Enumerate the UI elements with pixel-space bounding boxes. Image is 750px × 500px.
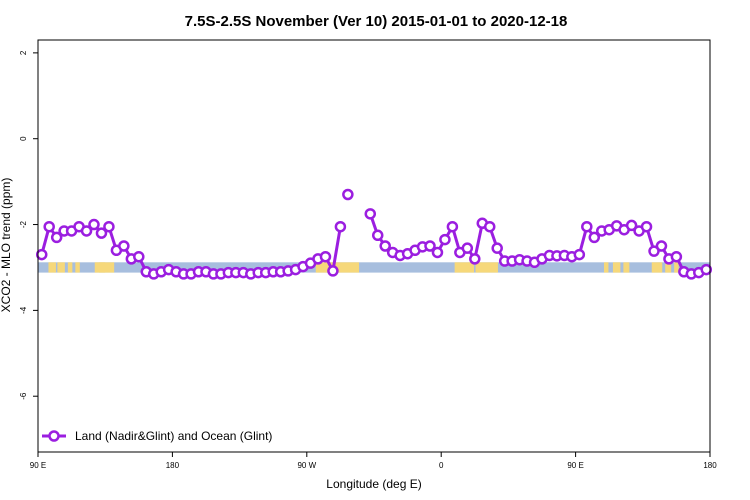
land-band-segment xyxy=(674,262,679,273)
surface-band xyxy=(38,262,710,273)
data-point xyxy=(625,219,638,232)
y-axis-label: XCO2 - MLO trend (ppm) xyxy=(0,178,13,313)
data-point xyxy=(43,220,55,233)
data-point xyxy=(469,253,481,265)
land-band-segment xyxy=(48,262,56,273)
plot-frame xyxy=(37,39,711,453)
legend: Land (Nadir&Glint) and Ocean (Glint) xyxy=(42,429,272,443)
legend-label: Land (Nadir&Glint) and Ocean (Glint) xyxy=(75,429,272,443)
land-band-segment xyxy=(454,262,475,273)
data-point xyxy=(700,263,713,276)
data-point xyxy=(640,220,653,233)
land-band-segment xyxy=(665,262,672,273)
data-point xyxy=(364,208,377,220)
land-band-segment xyxy=(67,262,73,273)
land-band-segment xyxy=(75,262,80,273)
chart-title: 7.5S-2.5S November (Ver 10) 2015-01-01 t… xyxy=(185,13,568,30)
data-point xyxy=(342,188,354,201)
data-point xyxy=(88,218,100,231)
land-band-segment xyxy=(57,262,65,273)
data-point xyxy=(327,265,339,277)
x-axis-label: Longitude (deg E) xyxy=(326,477,421,491)
data-point xyxy=(439,233,451,246)
data-point xyxy=(103,220,115,233)
data-point xyxy=(118,240,130,252)
data-point xyxy=(379,240,391,252)
data-point xyxy=(50,231,63,244)
y-tick-label: -4 xyxy=(19,306,28,314)
data-point xyxy=(446,220,459,233)
data-point xyxy=(573,248,586,261)
y-tick-label: -6 xyxy=(19,392,28,400)
land-band-segment xyxy=(651,262,663,273)
data-point xyxy=(133,250,145,263)
axis-ticks: 90 E 180 90 W 0 90 E 180 2 0 -2 -4 -6 xyxy=(19,50,717,470)
x-tick-label: 90 E xyxy=(30,461,46,470)
data-point xyxy=(648,245,660,257)
land-band-segment xyxy=(612,262,621,273)
data-point xyxy=(431,246,444,259)
data-point xyxy=(581,220,593,233)
data-point xyxy=(319,250,332,263)
y-tick-label: 0 xyxy=(19,136,28,141)
x-tick-label: 90 W xyxy=(297,461,316,470)
data-point xyxy=(461,242,474,254)
data-point xyxy=(371,229,384,242)
y-tick-label: -2 xyxy=(19,220,28,228)
data-point xyxy=(95,227,108,239)
data-point xyxy=(588,231,601,244)
x-tick-label: 90 E xyxy=(567,461,583,470)
data-point xyxy=(483,220,496,233)
series-line xyxy=(35,188,713,280)
data-point xyxy=(80,225,93,237)
x-tick-label: 180 xyxy=(166,461,180,470)
land-band-segment xyxy=(475,262,498,273)
data-point xyxy=(491,242,503,254)
data-point xyxy=(655,240,668,252)
legend-marker-icon xyxy=(48,430,60,442)
ocean-band xyxy=(38,262,710,273)
y-tick-label: 2 xyxy=(19,50,28,55)
data-point xyxy=(670,250,683,263)
data-point xyxy=(35,248,48,261)
land-band-segment xyxy=(99,262,115,273)
x-tick-label: 0 xyxy=(439,461,444,470)
land-band-segment xyxy=(623,262,630,273)
land-band-segment xyxy=(603,262,609,273)
data-point xyxy=(424,240,436,252)
x-tick-label: 180 xyxy=(703,461,717,470)
data-point xyxy=(334,220,347,233)
